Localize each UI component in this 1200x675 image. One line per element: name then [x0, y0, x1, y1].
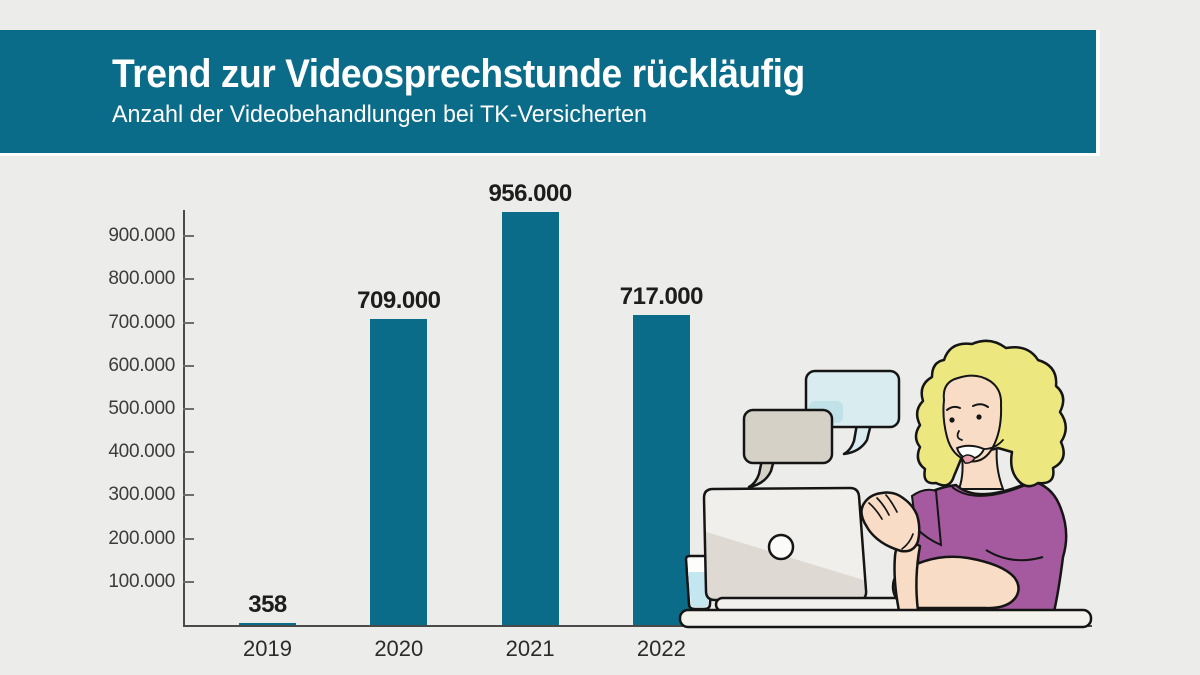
bar-2022 [632, 315, 690, 625]
y-axis-tick [183, 321, 194, 324]
x-axis-label: 2019 [243, 636, 292, 661]
face [942, 374, 1003, 463]
y-axis-tick-label: 400.000 [108, 441, 175, 463]
x-axis-label: 2022 [636, 636, 686, 661]
y-axis-tick [183, 408, 194, 410]
raised-hand [860, 491, 921, 553]
finger-lines [868, 494, 898, 520]
y-axis-tick-label: 700.000 [108, 311, 175, 333]
y-axis-tick-label: 300.000 [108, 484, 175, 506]
woman-figure [860, 339, 1068, 614]
page-subtitle: Anzahl der Videobehandlungen bei TK-Vers… [112, 101, 647, 128]
y-axis-tick-label: 100.000 [108, 570, 175, 592]
y-axis-tick-label: 800.000 [108, 268, 175, 290]
tongue [961, 454, 977, 464]
bar-value-label: 717.000 [619, 283, 704, 311]
laptop-icon [702, 486, 905, 613]
x-axis-label: 2021 [505, 636, 555, 661]
y-axis-tick [183, 580, 194, 583]
thumb-line [901, 533, 914, 550]
x-axis-line [183, 625, 1092, 627]
y-axis-tick-label: 500.000 [108, 398, 175, 419]
bar-2019 [239, 622, 296, 625]
y-axis-tick [183, 235, 194, 238]
bar-2020 [370, 318, 428, 625]
y-axis-tick [183, 451, 194, 454]
resting-arm [891, 555, 1020, 610]
y-axis-tick [183, 494, 194, 497]
eye-right [976, 414, 982, 420]
page-title: Trend zur Videosprechstunde rückläufig [112, 52, 805, 96]
smile-line [983, 439, 1004, 450]
illustration-woman-laptop [678, 339, 1093, 629]
bar-2021 [501, 212, 559, 625]
y-axis-tick-label: 200.000 [108, 527, 175, 549]
y-axis-tick [183, 537, 194, 540]
x-axis-label: 2020 [374, 636, 424, 661]
y-axis-tick-label: 600.000 [108, 354, 175, 376]
y-axis-tick-label: 900.000 [108, 225, 175, 247]
bar-value-label: 709.000 [357, 286, 441, 314]
sleeve-right-arm [910, 488, 943, 547]
laptop-logo-circle [767, 533, 795, 561]
collar-line [951, 481, 1034, 497]
desk [678, 608, 1093, 629]
eyebrows [946, 403, 989, 411]
eye-left [949, 417, 955, 423]
speech-bubble-gray-icon [742, 408, 834, 489]
sleeve-seam [985, 549, 1044, 562]
bar-value-label: 358 [248, 590, 287, 618]
bar-value-label: 956.000 [488, 180, 572, 207]
y-axis-tick [183, 364, 194, 367]
nose [956, 430, 963, 441]
header-band: Trend zur Videosprechstunde rückläufig A… [0, 30, 1100, 156]
y-axis-tick [183, 278, 194, 281]
y-axis-line [183, 210, 185, 627]
